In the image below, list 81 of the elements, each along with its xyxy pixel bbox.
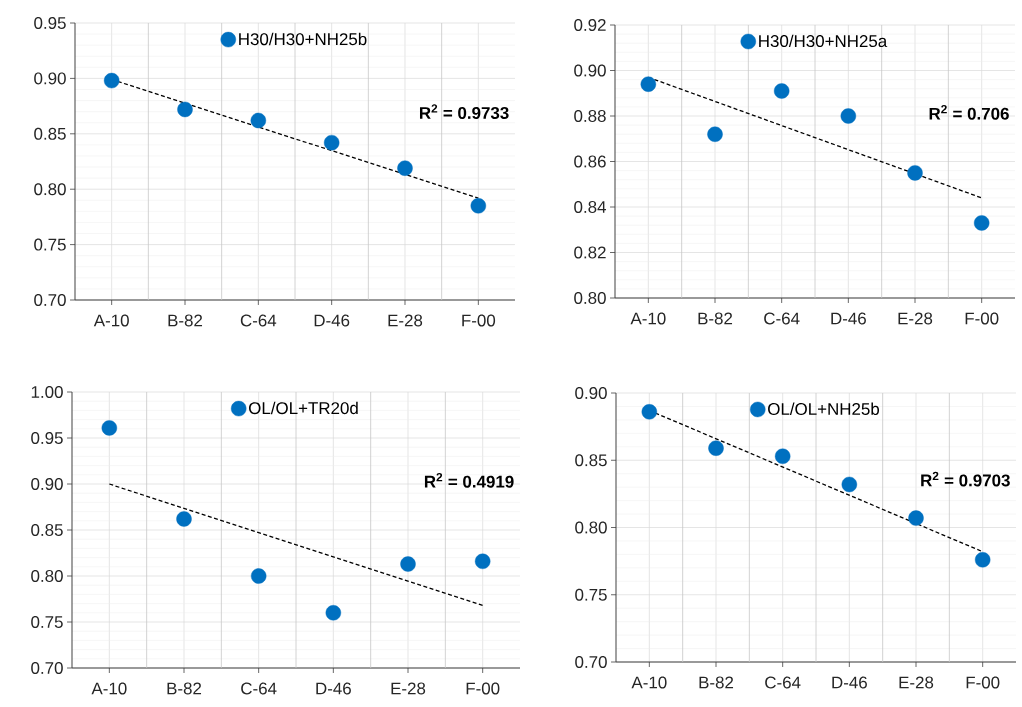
x-tick-label: F-00 [466,682,500,695]
x-tick-label: D-46 [831,312,866,325]
legend-label: H30/H30+NH25a [759,34,888,48]
x-tick-label: F-00 [966,676,1000,689]
x-tick-label: D-46 [316,682,351,695]
x-tick-label: C-64 [240,314,277,327]
point [177,101,193,118]
y-tick-label: 0.80 [31,570,63,583]
point [908,510,924,526]
x-tick-label: F-00 [965,312,999,325]
point [250,112,267,129]
y-tick-label: 0.85 [575,454,607,467]
point [400,556,416,572]
y-tick-label: 0.90 [575,387,607,400]
point [101,420,118,436]
x-tick-label: E-28 [899,676,934,689]
x-tick-label: A-10 [630,312,666,325]
point [774,448,791,464]
y-tick-label: 0.90 [34,72,66,85]
y-tick-label: 0.70 [34,294,66,307]
annotation: R$^{2}$ = 0.9733 [419,104,509,119]
y-tick-label: 0.86 [574,155,606,168]
annotation: R$^{2}$ = 0.4919 [424,472,514,488]
x-tick-label: C-64 [765,676,801,689]
point [840,108,857,124]
x-tick-label: D-46 [314,314,350,327]
x-tick-label: D-46 [832,676,867,689]
x-tick-label: B-82 [167,682,202,695]
legend-label: OL/OL+NH25b [768,402,880,416]
y-tick-label: 1.00 [31,386,63,399]
point [640,76,657,92]
y-tick-label: 0.95 [34,17,66,29]
y-tick-label: 0.84 [574,201,607,213]
y-tick-label: 0.85 [34,127,66,140]
x-tick-label: F-00 [462,314,496,327]
point [250,568,267,584]
point [707,126,723,142]
y-tick-label: 0.92 [574,19,606,31]
point [474,553,491,569]
x-tick-label: A-10 [93,314,129,327]
x-tick-label: E-28 [391,682,426,695]
point [397,160,413,176]
x-tick-label: C-64 [764,312,800,325]
y-tick-label: 0.75 [34,238,66,251]
x-tick-label: B-82 [168,314,203,327]
y-tick-label: 0.85 [31,524,63,537]
x-tick-label: E-28 [388,314,423,327]
y-tick-label: 0.70 [31,662,63,675]
x-tick-label: E-28 [898,312,933,325]
point [103,72,120,89]
y-tick-label: 0.90 [574,64,606,77]
annotation: R$^{2}$ = 0.706 [929,105,1009,120]
point [708,440,724,456]
y-tick-label: 0.80 [575,521,607,534]
y-tick-label: 0.75 [575,588,607,601]
point [470,198,487,214]
x-tick-label: B-82 [699,676,734,689]
x-tick-label: A-10 [631,676,667,689]
point [907,165,923,181]
x-tick-label: B-82 [698,312,733,325]
y-tick-label: 0.88 [574,110,606,122]
y-tick-label: 0.82 [574,246,606,259]
x-tick-label: C-64 [241,682,277,695]
point [841,476,858,493]
y-tick-label: 0.80 [34,183,66,196]
legend-label: H30/H30+NH25b [239,32,367,46]
point [641,404,658,420]
x-tick-label: A-10 [91,682,127,695]
annotation: R$^{2}$ = 0.9703 [921,471,1010,487]
y-tick-label: 0.70 [575,656,607,669]
point [176,511,192,527]
y-tick-label: 0.90 [31,478,63,491]
legend-label: OL/OL+TR20d [248,401,358,415]
point [973,215,990,231]
point [974,552,991,568]
y-tick-label: 0.75 [31,616,63,629]
point [323,134,340,151]
point [325,605,342,621]
y-tick-label: 0.95 [31,432,63,445]
point [773,83,790,99]
y-tick-label: 0.80 [574,292,606,305]
